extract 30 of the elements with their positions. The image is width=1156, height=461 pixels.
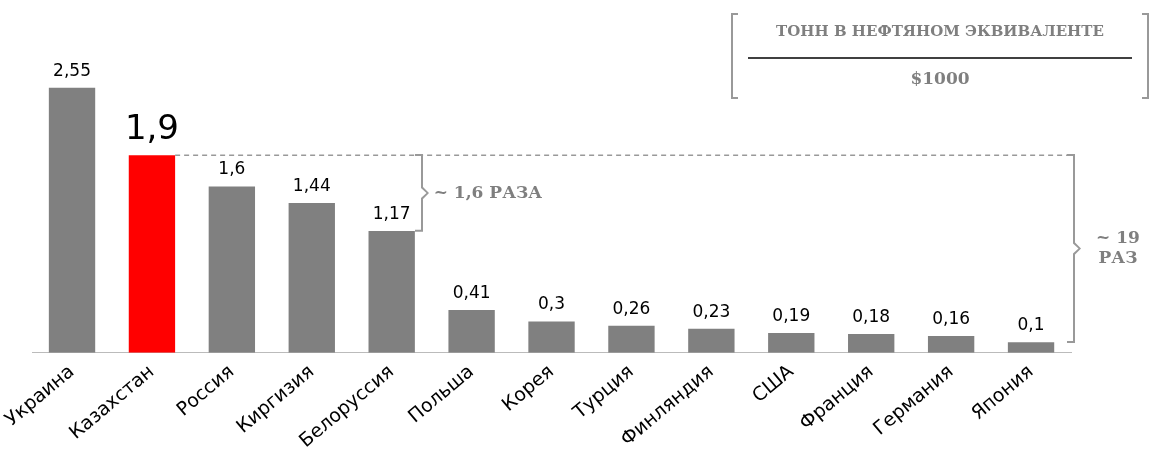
data-label: 0,19: [772, 304, 811, 325]
data-label: 1,9: [124, 107, 179, 148]
bar: [448, 310, 495, 353]
bar: [1007, 342, 1055, 353]
bar: [208, 186, 256, 353]
text: ~ 19 РАЗ: [1095, 226, 1141, 267]
annotation: ~ 1,6 РАЗА: [433, 182, 543, 203]
data-label: 1,6: [218, 158, 246, 179]
bar: [288, 203, 335, 353]
bar: [768, 332, 815, 353]
bar: [128, 155, 176, 353]
bar: [848, 333, 895, 353]
bar: [927, 336, 975, 353]
data-label: 0,23: [692, 300, 731, 321]
bar: [368, 231, 415, 353]
data-label: 1,17: [372, 203, 411, 224]
data-label: 0,1: [1017, 314, 1045, 335]
text: ТОНН В НЕФТЯНОМ ЭКВИВАЛЕНТЕ: [775, 22, 1105, 40]
annotation: $1000: [909, 68, 971, 88]
data-label: 2,55: [53, 59, 91, 80]
bar: [608, 325, 655, 353]
data-label: 0,16: [932, 307, 971, 328]
bar: [688, 328, 735, 353]
bar: [48, 87, 96, 353]
data-label: 0,41: [452, 281, 491, 302]
data-label: 0,18: [852, 305, 891, 326]
data-label: 1,44: [292, 174, 331, 195]
bar: [528, 321, 575, 353]
data-label: 0,3: [538, 293, 566, 314]
data-label: 0,26: [612, 297, 651, 318]
